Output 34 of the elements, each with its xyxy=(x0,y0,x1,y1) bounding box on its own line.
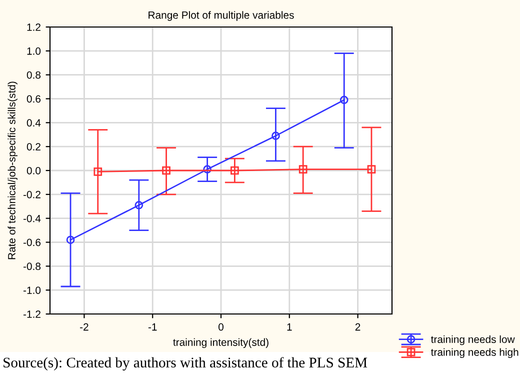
y-tick-label: -0.8 xyxy=(23,262,41,270)
y-tick-label: 0.6 xyxy=(26,95,41,103)
point xyxy=(162,166,170,175)
y-tick-label: 0.0 xyxy=(26,167,41,174)
chart-title: Range Plot of multiple variables xyxy=(148,11,294,21)
y-tick-label: -1.0 xyxy=(23,286,41,294)
legend-label: training needs high xyxy=(430,348,518,358)
y-tick-label: 0.4 xyxy=(26,119,41,127)
x-tick-label: 0 xyxy=(218,323,224,331)
y-axis-title: Rate of technical/job-specific skills(std) xyxy=(8,82,18,260)
point xyxy=(340,96,348,104)
point xyxy=(367,165,376,174)
y-tick-label: -0.6 xyxy=(23,238,41,246)
y-tick-label: 1.2 xyxy=(27,24,40,31)
point xyxy=(134,201,144,210)
x-tick-label: 2 xyxy=(355,323,360,331)
y-tick-label: -1.2 xyxy=(23,310,40,318)
x-tick-label: -2 xyxy=(80,323,88,331)
y-tick-label: -0.2 xyxy=(23,190,40,198)
y-tick-label: 0.2 xyxy=(26,143,40,150)
y-tick-label: 0.8 xyxy=(26,71,41,79)
point xyxy=(272,132,280,140)
point xyxy=(203,165,212,174)
x-axis-title: training intensity(std) xyxy=(173,338,268,348)
point xyxy=(230,166,239,175)
y-tick-label: -0.4 xyxy=(23,214,41,222)
point xyxy=(298,165,308,174)
point xyxy=(94,168,102,176)
legend-label: training needs low xyxy=(430,335,515,346)
x-tick-label: -1 xyxy=(148,323,157,331)
x-tick-label: 1 xyxy=(287,323,292,331)
point xyxy=(66,236,75,244)
source-note: Source(s): Created by authors with assistance of the PLS SEM xyxy=(4,357,368,370)
y-tick-label: 1.0 xyxy=(27,47,41,55)
